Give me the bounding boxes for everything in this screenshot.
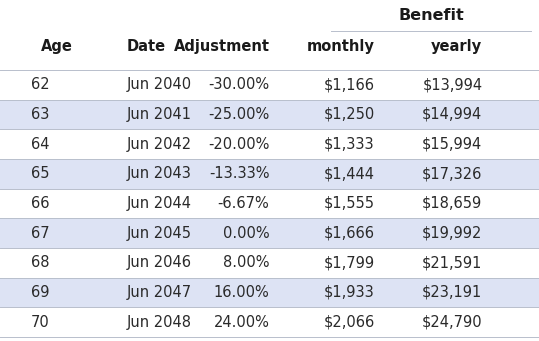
Text: $1,799: $1,799 [323,255,375,270]
Text: 68: 68 [31,255,50,270]
Text: $14,994: $14,994 [422,107,482,122]
Text: Jun 2041: Jun 2041 [127,107,192,122]
Text: Jun 2045: Jun 2045 [127,226,192,240]
Text: -25.00%: -25.00% [208,107,270,122]
Text: Jun 2043: Jun 2043 [127,166,191,181]
Text: Adjustment: Adjustment [174,39,270,54]
Text: Jun 2044: Jun 2044 [127,196,192,211]
Text: $1,333: $1,333 [324,137,375,151]
Text: $23,191: $23,191 [422,285,482,300]
Text: 65: 65 [31,166,50,181]
Text: $18,659: $18,659 [422,196,482,211]
Text: $17,326: $17,326 [422,166,482,181]
Text: 69: 69 [31,285,50,300]
Text: -30.00%: -30.00% [209,77,270,92]
Text: $1,666: $1,666 [323,226,375,240]
Text: $1,166: $1,166 [323,77,375,92]
Text: Jun 2040: Jun 2040 [127,77,192,92]
Text: 63: 63 [31,107,50,122]
Text: Jun 2048: Jun 2048 [127,315,192,329]
Text: 16.00%: 16.00% [214,285,270,300]
Bar [0,218,539,248]
Text: $1,933: $1,933 [324,285,375,300]
Text: 24.00%: 24.00% [213,315,270,329]
Text: $1,555: $1,555 [323,196,375,211]
Text: $13,994: $13,994 [422,77,482,92]
Text: 66: 66 [31,196,50,211]
Text: 67: 67 [31,226,50,240]
Text: $24,790: $24,790 [422,315,482,329]
Text: $19,992: $19,992 [422,226,482,240]
Text: $1,444: $1,444 [323,166,375,181]
Text: Jun 2047: Jun 2047 [127,285,192,300]
Text: -20.00%: -20.00% [208,137,270,151]
Text: Benefit: Benefit [398,8,464,23]
Text: 70: 70 [31,315,50,329]
Text: $15,994: $15,994 [422,137,482,151]
Text: 64: 64 [31,137,50,151]
Text: $21,591: $21,591 [422,255,482,270]
Text: Jun 2046: Jun 2046 [127,255,192,270]
Text: 62: 62 [31,77,50,92]
Text: $1,250: $1,250 [323,107,375,122]
Bar [0,159,539,189]
Text: Jun 2042: Jun 2042 [127,137,192,151]
Text: monthly: monthly [307,39,375,54]
Text: 0.00%: 0.00% [223,226,270,240]
Bar [0,278,539,307]
Text: -6.67%: -6.67% [218,196,270,211]
Text: Date: Date [127,39,166,54]
Text: -13.33%: -13.33% [209,166,270,181]
Text: yearly: yearly [431,39,482,54]
Text: Age: Age [40,39,72,54]
Bar [0,100,539,129]
Text: $2,066: $2,066 [323,315,375,329]
Text: 8.00%: 8.00% [223,255,270,270]
